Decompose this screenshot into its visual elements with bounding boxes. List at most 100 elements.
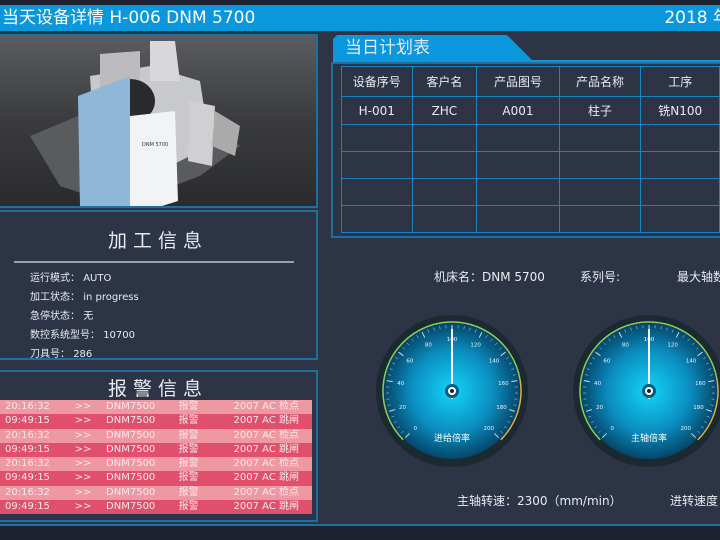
gauge-tick (512, 374, 516, 376)
gauge-tick (588, 415, 592, 418)
alarm-row[interactable]: 09:49:15 >> DNM7500 报警 2007 AC 跳闸 (0, 442, 312, 458)
plan-table: 设备序号 客户名 产品图号 产品名称 工序 H-001 ZHC A001 柱子 铣N100 (341, 66, 720, 233)
gauge-tick (608, 338, 611, 342)
gauge-tick (603, 342, 607, 346)
alarm-time: 20:16:32 (5, 458, 50, 470)
gauge-tick-label: 0 (413, 426, 417, 432)
gauge-tick (389, 409, 396, 412)
table-header-row: 设备序号 客户名 产品图号 产品名称 工序 (341, 66, 720, 97)
alarm-row[interactable]: 20:16:32 >> DNM7500 报警 2007 AC 检点 (0, 457, 312, 472)
gauge-tick (463, 326, 465, 330)
alarm-machine: DNM7500 (106, 429, 156, 441)
alarm-row[interactable]: 09:49:15 >> DNM7500 报警 2007 AC 跳闸 (0, 414, 312, 429)
gauge-tick (613, 335, 616, 338)
gauge-tick (660, 326, 662, 330)
table-row[interactable] (341, 124, 720, 152)
table-cell: 柱子 (558, 96, 642, 125)
alarm-sep: >> (74, 415, 92, 427)
column-header: 设备序号 (341, 66, 413, 97)
table-cell (558, 178, 642, 206)
gauge-tick (584, 404, 588, 406)
gauge-tick-label: 80 (425, 343, 432, 349)
info-label: 刀具号： (30, 349, 70, 360)
info-title: 加工信息 (107, 230, 208, 252)
alarm-row[interactable]: 20:16:32 >> DNM7500 报警 2007 AC 检点 (0, 428, 312, 443)
alarm-row[interactable]: 09:49:15 >> DNM7500 报警 2007 AC 跳闸 (0, 500, 312, 515)
gauge-tick (400, 430, 404, 434)
gauge-tick (595, 351, 601, 357)
gauge-tick (682, 335, 685, 338)
info-value: 10700 (103, 330, 135, 341)
table-cell (558, 151, 642, 179)
gauge-tick (691, 433, 697, 439)
gauge-tick (388, 374, 392, 376)
alarm-time: 20:16:32 (5, 401, 50, 412)
column-header: 工序 (640, 66, 720, 97)
alarm-type: 报警 (178, 401, 199, 412)
info-label: 急停状态： (30, 311, 80, 322)
alarm-row[interactable]: 09:49:15 >> DNM7500 报警 2007 AC 跳闸 (0, 471, 312, 486)
gauge-tick (406, 342, 410, 346)
alarm-time: 09:49:15 (5, 415, 50, 427)
table-row[interactable] (341, 178, 720, 206)
gauge-tick-label: 60 (406, 358, 413, 364)
table-cell (640, 124, 720, 152)
gauge-tick (494, 433, 500, 439)
alarm-type: 报警 (178, 458, 199, 470)
alarm-title: 报警信息 (107, 378, 208, 400)
plan-tab[interactable]: 当日计划表 (333, 35, 533, 61)
alarm-row[interactable]: 20:16:32 >> DNM7500 报警 2007 AC 检点 (0, 400, 312, 415)
alarm-type: 报警 (178, 486, 199, 498)
alarm-panel: 报警信息 20:16:32 >> DNM7500 报警 2007 AC 检点 09:49:… (0, 370, 318, 522)
column-header: 客户名 (411, 66, 478, 97)
table-row[interactable] (341, 151, 720, 179)
alarm-row[interactable]: 20:16:32 >> DNM7500 报警 2007 AC 检点 (0, 485, 312, 501)
machine-label: DNM 5700 (142, 142, 168, 148)
gauge-tick (507, 421, 510, 424)
gauge-tick (710, 404, 714, 406)
table-cell (476, 124, 560, 152)
gauge-tick (601, 433, 607, 439)
gauge-tick-label: 120 (667, 343, 678, 349)
table-row[interactable] (341, 205, 720, 233)
gauge-tick (490, 338, 493, 342)
tab-underline (333, 60, 720, 62)
gauge-tick-label: 40 (397, 381, 404, 387)
feed-speed: 进转速度 (670, 494, 719, 508)
info-value: 无 (83, 311, 94, 322)
gauge-tick (474, 329, 477, 333)
gauge-arc-normal (382, 321, 521, 441)
alarm-sep: >> (74, 458, 92, 470)
table-cell (640, 205, 720, 233)
table-cell (640, 151, 720, 179)
info-value: AUTO (83, 273, 112, 284)
gauge-tick (469, 327, 471, 331)
feed-rate-gauge: 020406080100120140160180200 进给倍率 (376, 315, 528, 467)
gauge-tick (387, 404, 391, 406)
gauge-tick (511, 368, 515, 370)
gauge-tick (700, 426, 704, 429)
table-row[interactable]: H-001 ZHC A001 柱子 铣N100 (341, 96, 720, 125)
alarm-sep: >> (74, 501, 92, 513)
alarm-machine: DNM7500 (106, 443, 156, 455)
gauge-tick-label: 160 (695, 381, 706, 387)
table-cell: ZHC (411, 96, 478, 125)
machine-name: 机床名：DNM 5700 (434, 270, 545, 284)
gauge-tick (630, 327, 632, 331)
column-header: 产品名称 (558, 66, 642, 97)
top-strip (0, 0, 720, 5)
gauge-tick (586, 409, 593, 412)
max-axis: 最大轴数 (677, 270, 720, 284)
gauge-tick (402, 347, 405, 350)
table-cell (341, 178, 413, 206)
table-cell (341, 124, 413, 152)
gauge-tick (591, 421, 594, 424)
gauge-tick (494, 342, 498, 346)
info-label: 数控系统型号： (30, 330, 100, 341)
table-cell (640, 178, 720, 206)
gauge-tick (389, 368, 393, 370)
table-cell (341, 205, 413, 233)
gauge-tick (416, 335, 419, 338)
table-cell (476, 178, 560, 206)
gauge-arc-high (697, 380, 719, 441)
